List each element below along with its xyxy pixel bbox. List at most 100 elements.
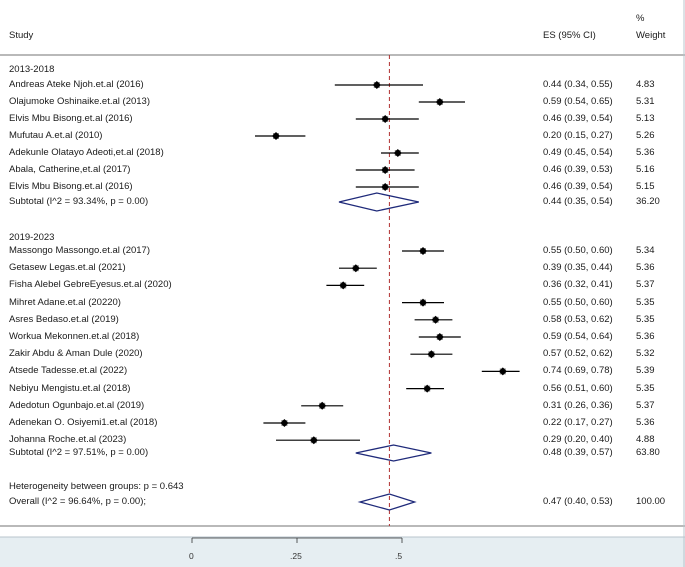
point-estimate [435, 98, 444, 106]
point-estimate [419, 298, 427, 307]
row-label: Nebiyu Mengistu.et.al (2018) [9, 382, 131, 394]
pooled-diamond [355, 444, 432, 462]
study-row: Abala, Catherine,et.al (2017) 0.46 (0.39,… [0, 162, 685, 178]
group-label-2: 2019-2023 [9, 232, 55, 243]
row-label: Andreas Ateke Njoh.et.al (2016) [9, 79, 144, 90]
row-es-ci: 0.47 (0.40, 0.53) [543, 496, 613, 507]
row-es-ci: 0.39 (0.35, 0.44) [543, 262, 613, 274]
point-estimate [393, 149, 402, 157]
row-weight: 5.36 [636, 262, 655, 274]
study-row: Adedotun Ogunbajo.et.al (2019) 0.31 (0.26… [0, 398, 685, 414]
point-estimate [339, 281, 348, 290]
row-es-ci: 0.22 (0.17, 0.27) [543, 417, 613, 428]
row-weight: 4.83 [636, 79, 655, 90]
subtotal-row: Subtotal (I^2 = 93.34%, p = 0.00) 0.44 (0… [0, 194, 685, 210]
study-row: Fisha Alebel GebreEyesus.et.al (2020) 0.3… [0, 277, 685, 293]
row-label: Adekunle Olatayo Adeoti,et.al (2018) [9, 147, 164, 158]
row-label: Abala, Catherine,et.al (2017) [9, 164, 131, 175]
row-label: Getasew Legas.et.al (2021) [9, 262, 126, 274]
row-es-ci: 0.59 (0.54, 0.65) [543, 96, 613, 107]
x-tick-label: .5 [395, 551, 403, 561]
point-estimate [272, 132, 280, 140]
row-weight: 4.88 [636, 434, 655, 446]
point-estimate [427, 350, 436, 359]
study-row: Elvis Mbu Bisong.et.al (2016) 0.46 (0.39,… [0, 179, 685, 195]
row-weight: 5.15 [636, 181, 655, 192]
row-weight: 5.37 [636, 279, 655, 291]
point-estimate [318, 401, 327, 410]
header-es: ES (95% CI) [543, 30, 596, 41]
row-label: Elvis Mbu Bisong.et.al (2016) [9, 113, 133, 124]
header-weight: Weight [636, 30, 666, 41]
x-tick-label: .25 [290, 551, 302, 561]
row-es-ci: 0.49 (0.45, 0.54) [543, 147, 613, 158]
row-weight: 5.35 [636, 382, 655, 394]
point-estimate [498, 367, 507, 376]
row-label: Asres Bedaso.et.al (2019) [9, 313, 119, 325]
row-weight: 5.26 [636, 130, 655, 141]
row-es-ci: 0.74 (0.69, 0.78) [543, 365, 613, 377]
point-estimate [372, 81, 381, 89]
study-row: Mufutau A.et.al (2010) 0.20 (0.15, 0.27) 5… [0, 128, 685, 144]
row-es-ci: 0.29 (0.20, 0.40) [543, 434, 613, 446]
point-estimate [381, 115, 390, 123]
row-es-ci: 0.46 (0.39, 0.54) [543, 113, 613, 124]
row-weight: 5.31 [636, 96, 655, 107]
row-weight: 100.00 [636, 496, 666, 507]
row-weight: 5.36 [636, 331, 655, 342]
subtotal-row: Subtotal (I^2 = 97.51%, p = 0.00) 0.48 (0… [0, 445, 685, 461]
row-label: Zakir Abdu & Aman Dule (2020) [9, 348, 143, 360]
study-row: Adekunle Olatayo Adeoti,et.al (2018) 0.49… [0, 145, 685, 161]
overall-row: Overall (I^2 = 96.64%, p = 0.00); 0.47 (0… [0, 494, 685, 510]
pooled-diamond [357, 493, 417, 511]
heterogeneity-text: Heterogeneity between groups: p = 0.643 [9, 481, 184, 492]
row-es-ci: 0.31 (0.26, 0.36) [543, 399, 613, 411]
study-row: Atsede Tadesse.et.al (2022) 0.74 (0.69, 0… [0, 363, 685, 379]
axis-band [0, 537, 685, 567]
row-label: Subtotal (I^2 = 97.51%, p = 0.00) [9, 447, 149, 458]
row-label: Olajumoke Oshinaike.et.al (2013) [9, 96, 150, 107]
study-row: Getasew Legas.et.al (2021) 0.39 (0.35, 0.… [0, 260, 685, 276]
row-weight: 5.37 [636, 399, 655, 411]
study-row: Andreas Ateke Njoh.et.al (2016) 0.44 (0.3… [0, 77, 685, 93]
study-row: Mihret Adane.et.al (20220) 0.55 (0.50, 0.… [0, 295, 685, 311]
row-es-ci: 0.55 (0.50, 0.60) [543, 296, 613, 308]
row-es-ci: 0.58 (0.53, 0.62) [543, 313, 613, 325]
row-weight: 5.35 [636, 313, 655, 325]
header-study: Study [9, 30, 34, 41]
row-es-ci: 0.57 (0.52, 0.62) [543, 348, 613, 360]
row-es-ci: 0.48 (0.39, 0.57) [543, 447, 613, 458]
row-weight: 5.16 [636, 164, 655, 175]
row-weight: 5.36 [636, 147, 655, 158]
point-estimate [381, 166, 390, 174]
point-estimate [309, 436, 318, 445]
row-es-ci: 0.44 (0.34, 0.55) [543, 79, 613, 90]
study-row: Zakir Abdu & Aman Dule (2020) 0.57 (0.52,… [0, 346, 685, 362]
study-row: Olajumoke Oshinaike.et.al (2013) 0.59 (0.… [0, 94, 685, 110]
row-label: Mihret Adane.et.al (20220) [9, 296, 121, 308]
point-estimate [423, 384, 432, 393]
point-estimate [381, 183, 390, 191]
row-label: Massongo Massongo.et.al (2017) [9, 245, 150, 256]
point-estimate [280, 419, 289, 427]
point-estimate [351, 264, 360, 273]
x-tick-label: 0 [189, 551, 194, 561]
row-label: Subtotal (I^2 = 93.34%, p = 0.00) [9, 196, 149, 207]
row-es-ci: 0.46 (0.39, 0.53) [543, 164, 613, 175]
row-es-ci: 0.20 (0.15, 0.27) [543, 130, 613, 141]
group-label-1: 2013-2018 [9, 64, 55, 75]
row-weight: 63.80 [636, 447, 660, 458]
row-weight: 5.32 [636, 348, 655, 360]
study-row: Johanna Roche.et.al (2023) 0.29 (0.20, 0.… [0, 432, 685, 448]
pooled-diamond [338, 192, 419, 212]
row-weight: 5.13 [636, 113, 655, 124]
row-es-ci: 0.59 (0.54, 0.64) [543, 331, 613, 342]
point-estimate [435, 333, 444, 341]
point-estimate [419, 247, 427, 255]
row-weight: 36.20 [636, 196, 660, 207]
row-es-ci: 0.55 (0.50, 0.60) [543, 245, 613, 256]
row-label: Mufutau A.et.al (2010) [9, 130, 103, 141]
study-row: Nebiyu Mengistu.et.al (2018) 0.56 (0.51, … [0, 381, 685, 397]
